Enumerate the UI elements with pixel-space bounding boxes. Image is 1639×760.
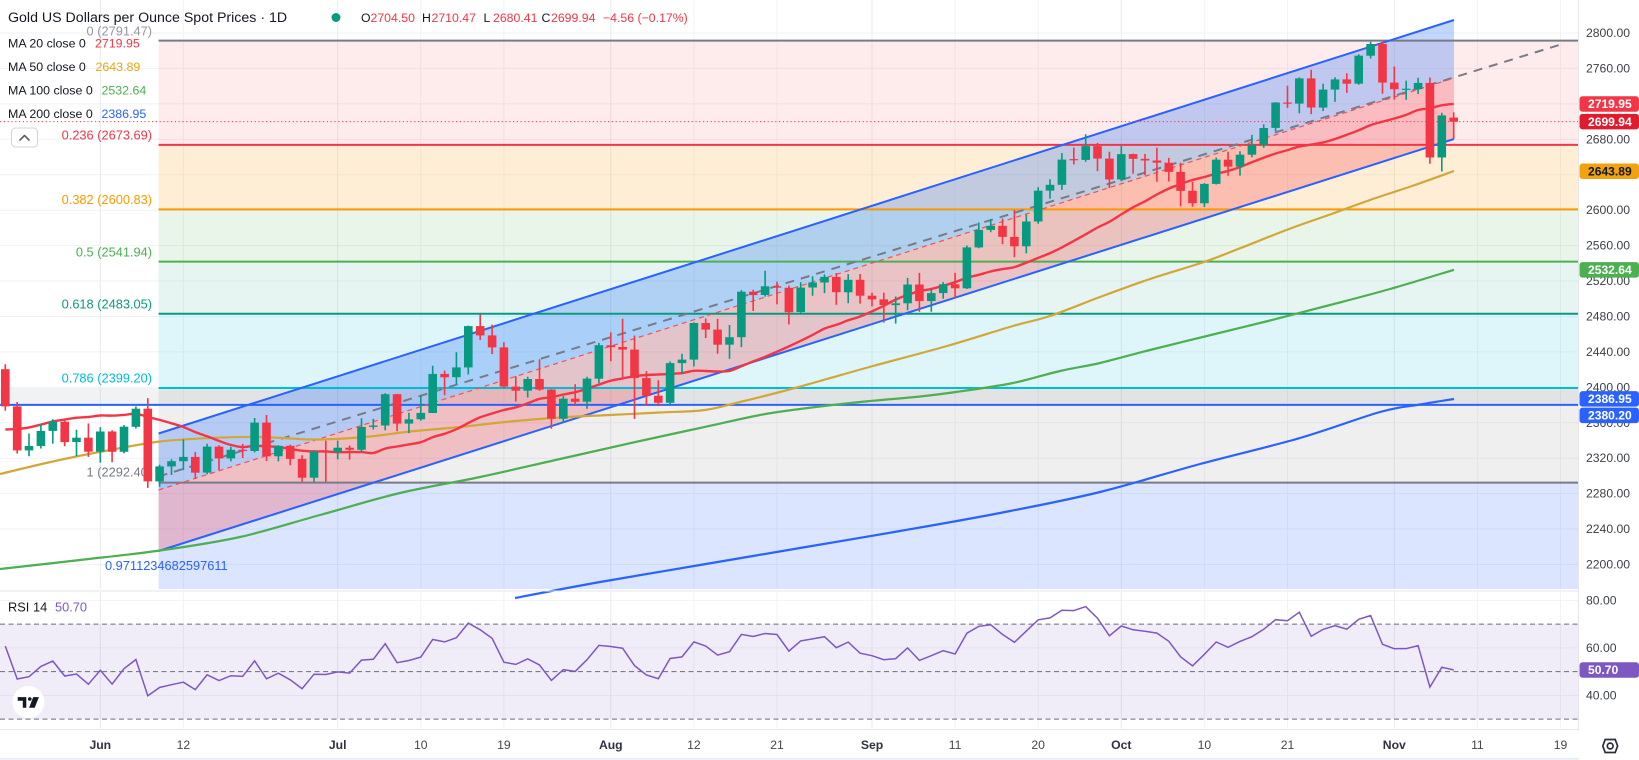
- svg-text:2699.94: 2699.94: [1588, 115, 1632, 129]
- svg-text:50.70: 50.70: [55, 600, 87, 615]
- svg-text:2680.41: 2680.41: [493, 11, 538, 25]
- svg-text:0 (2791.47): 0 (2791.47): [87, 24, 152, 39]
- svg-text:0.9711234682597611: 0.9711234682597611: [105, 558, 228, 573]
- svg-text:12: 12: [177, 738, 191, 752]
- svg-text:2280.00: 2280.00: [1586, 487, 1630, 501]
- svg-text:2680.00: 2680.00: [1586, 132, 1630, 146]
- svg-text:2200.00: 2200.00: [1586, 558, 1630, 572]
- svg-text:2560.00: 2560.00: [1586, 239, 1630, 253]
- svg-text:MA 200 close 0: MA 200 close 0: [8, 107, 93, 121]
- svg-text:Oct: Oct: [1111, 738, 1131, 752]
- svg-text:20: 20: [1031, 738, 1045, 752]
- svg-text:2760.00: 2760.00: [1586, 61, 1630, 75]
- svg-text:0.382 (2600.83): 0.382 (2600.83): [62, 192, 152, 207]
- svg-text:RSI: RSI: [8, 600, 29, 615]
- svg-text:14: 14: [33, 600, 47, 615]
- svg-text:2704.50: 2704.50: [371, 11, 416, 25]
- svg-text:Jul: Jul: [329, 738, 347, 752]
- svg-text:2440.00: 2440.00: [1586, 345, 1630, 359]
- svg-text:2699.94: 2699.94: [551, 11, 596, 25]
- svg-text:50.70: 50.70: [1588, 663, 1619, 677]
- svg-text:0.5 (2541.94): 0.5 (2541.94): [76, 245, 152, 260]
- svg-text:Gold US Dollars per Ounce Spot: Gold US Dollars per Ounce Spot Prices · …: [8, 10, 287, 26]
- svg-text:O: O: [361, 11, 371, 25]
- svg-text:21: 21: [770, 738, 784, 752]
- svg-text:Jun: Jun: [89, 738, 111, 752]
- svg-text:10: 10: [1198, 738, 1212, 752]
- svg-text:2532.64: 2532.64: [1588, 263, 1632, 277]
- svg-text:19: 19: [497, 738, 511, 752]
- svg-text:MA 100 close 0: MA 100 close 0: [8, 84, 93, 98]
- svg-text:2643.89: 2643.89: [1588, 165, 1632, 179]
- svg-text:2480.00: 2480.00: [1586, 310, 1630, 324]
- svg-text:2240.00: 2240.00: [1586, 522, 1630, 536]
- svg-text:2386.95: 2386.95: [102, 107, 147, 121]
- svg-text:12: 12: [687, 738, 701, 752]
- svg-text:2532.64: 2532.64: [102, 84, 147, 98]
- svg-text:2719.95: 2719.95: [1588, 97, 1632, 111]
- svg-text:C: C: [542, 11, 551, 25]
- svg-text:2400.00: 2400.00: [1586, 380, 1630, 394]
- svg-text:Aug: Aug: [599, 738, 623, 752]
- svg-text:80.00: 80.00: [1586, 593, 1617, 607]
- svg-text:MA 20 close 0: MA 20 close 0: [8, 37, 86, 51]
- svg-text:2380.20: 2380.20: [1588, 409, 1632, 423]
- svg-text:2800.00: 2800.00: [1586, 26, 1630, 40]
- svg-text:11: 11: [949, 738, 962, 752]
- svg-text:H: H: [422, 11, 431, 25]
- svg-text:Nov: Nov: [1383, 738, 1406, 752]
- svg-text:40.00: 40.00: [1586, 688, 1617, 702]
- svg-text:2600.00: 2600.00: [1586, 203, 1630, 217]
- svg-text:11: 11: [1471, 738, 1484, 752]
- svg-text:2710.47: 2710.47: [432, 11, 477, 25]
- svg-text:L: L: [484, 11, 491, 25]
- svg-text:2320.00: 2320.00: [1586, 451, 1630, 465]
- svg-text:2386.95: 2386.95: [1588, 392, 1632, 406]
- svg-text:0.618 (2483.05): 0.618 (2483.05): [62, 297, 152, 312]
- svg-text:60.00: 60.00: [1586, 641, 1617, 655]
- svg-text:−4.56 (−0.17%): −4.56 (−0.17%): [603, 11, 688, 25]
- svg-text:Sep: Sep: [861, 738, 883, 752]
- svg-text:2719.95: 2719.95: [95, 37, 140, 51]
- svg-text:2643.89: 2643.89: [96, 60, 141, 74]
- svg-text:19: 19: [1554, 738, 1568, 752]
- svg-text:0.786 (2399.20): 0.786 (2399.20): [62, 371, 152, 386]
- svg-text:MA 50 close 0: MA 50 close 0: [8, 60, 86, 74]
- svg-text:1 (2292.40): 1 (2292.40): [87, 465, 152, 480]
- svg-text:10: 10: [414, 738, 428, 752]
- svg-text:0.236 (2673.69): 0.236 (2673.69): [62, 128, 152, 143]
- svg-text:21: 21: [1281, 738, 1295, 752]
